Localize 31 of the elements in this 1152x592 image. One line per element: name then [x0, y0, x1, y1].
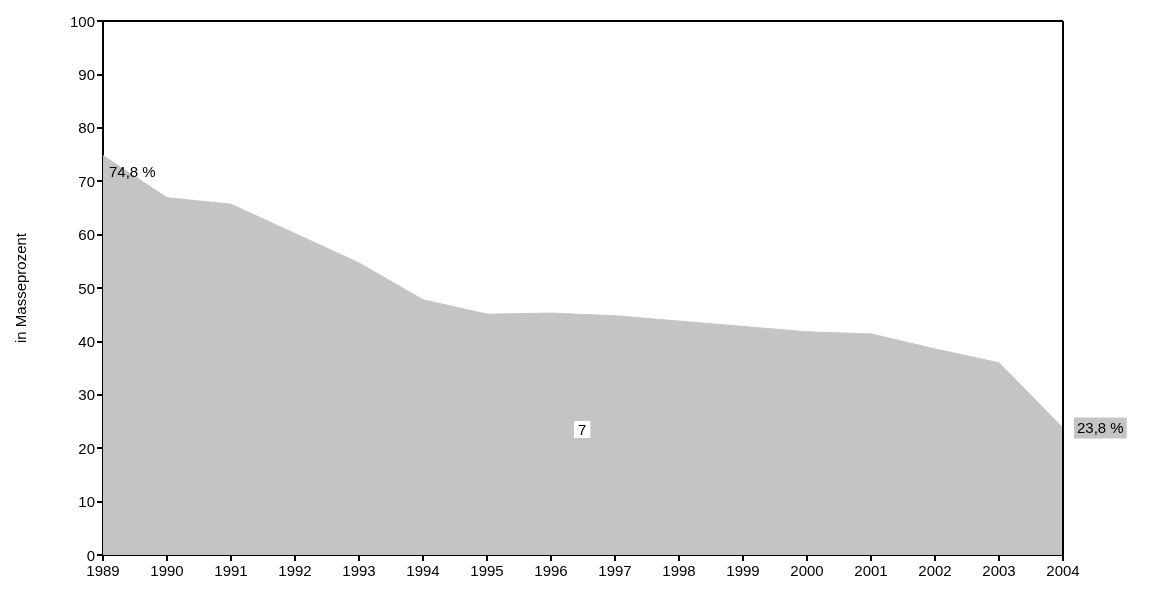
y-tick-label: 90	[78, 65, 95, 83]
y-tick-label: 70	[78, 172, 95, 190]
x-tick-label: 1991	[214, 562, 248, 579]
x-tick-label: 2002	[918, 562, 952, 579]
x-tick-label: 1998	[662, 562, 696, 579]
x-tick-label: 1989	[86, 562, 120, 579]
x-tick-label: 1992	[278, 562, 312, 579]
y-tick-label: 40	[78, 332, 95, 350]
data-label: 23,8 %	[1077, 419, 1124, 437]
annotation: 7	[578, 421, 587, 438]
x-tick-label: 1996	[534, 562, 568, 579]
x-tick-label: 1993	[342, 562, 376, 579]
y-tick-label: 20	[78, 439, 95, 457]
y-tick-label: 50	[78, 279, 95, 297]
y-tick-label: 0	[86, 546, 95, 564]
y-tick-label: 80	[78, 119, 95, 137]
x-tick-label: 2003	[982, 562, 1016, 579]
x-tick-label: 1990	[150, 562, 184, 579]
y-tick-label: 30	[78, 386, 95, 404]
x-tick-label: 2004	[1046, 562, 1080, 579]
data-label: 74,8 %	[109, 163, 156, 181]
x-tick-label: 1995	[470, 562, 504, 579]
x-tick-label: 1999	[726, 562, 760, 579]
x-tick-label: 1994	[406, 562, 440, 579]
y-tick-label: 10	[78, 493, 95, 511]
x-tick-label: 1997	[598, 562, 632, 579]
y-axis-title: in Masseprozent	[12, 232, 29, 344]
y-tick-label: 60	[78, 226, 95, 244]
y-tick-label: 100	[69, 12, 95, 30]
x-tick-label: 2000	[790, 562, 824, 579]
x-tick-label: 2001	[854, 562, 888, 579]
